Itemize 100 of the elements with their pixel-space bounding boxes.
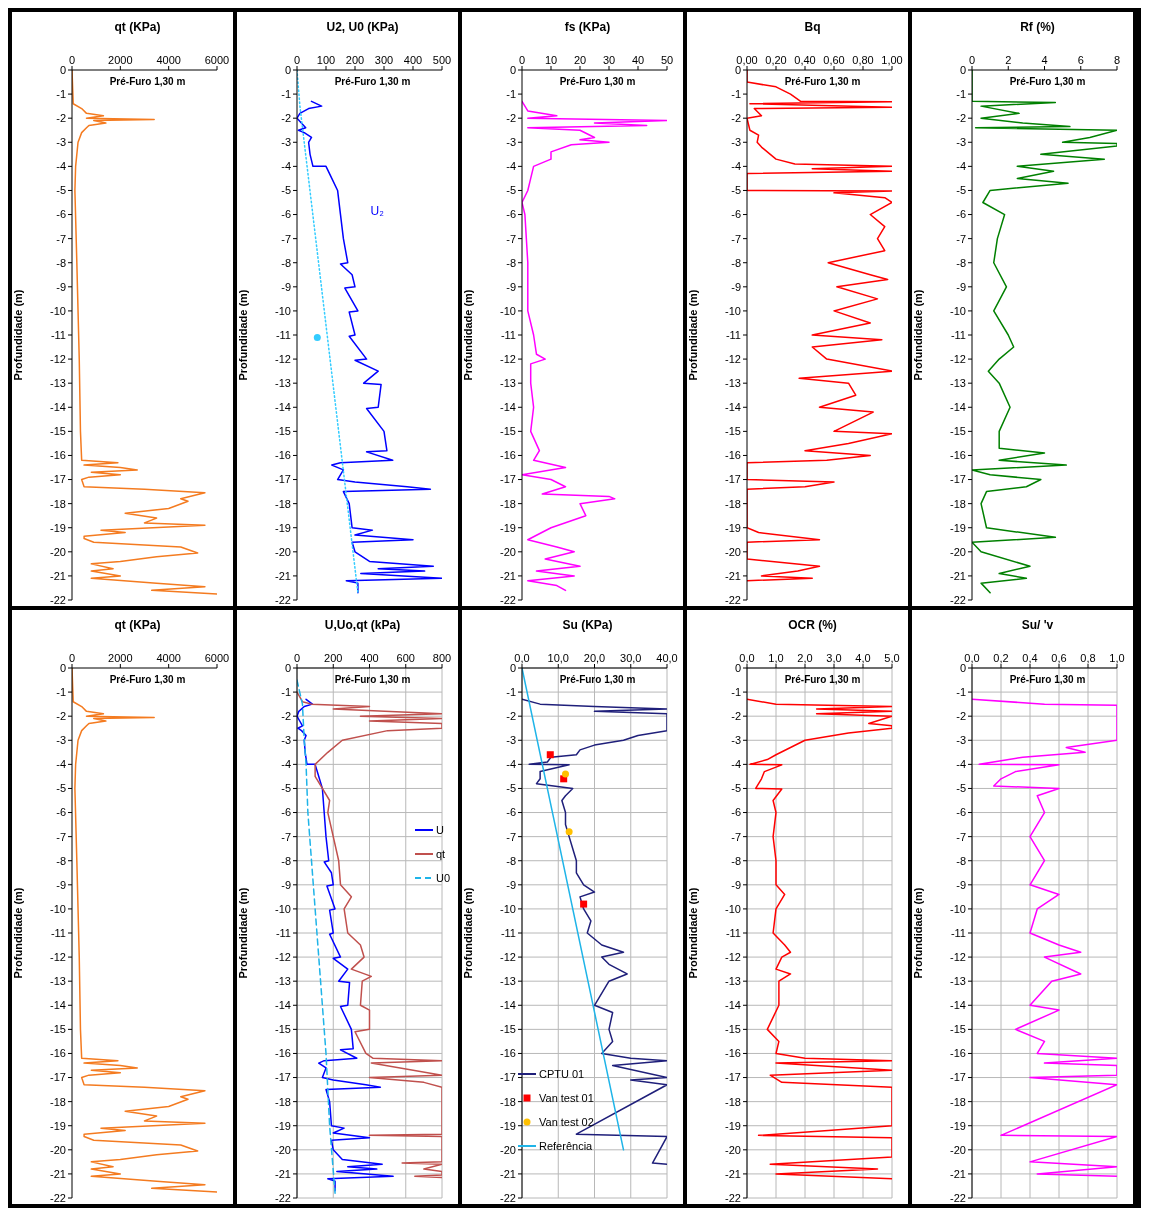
y-tick-label: -10 (950, 304, 966, 317)
y-tick-label: -20 (725, 1143, 741, 1156)
x-tick-label: 0,0 (514, 652, 530, 664)
y-tick-label: -10 (500, 902, 516, 915)
y-axis-title: Profundidade (m) (461, 887, 474, 979)
x-tick-label: 2 (1005, 54, 1012, 66)
chart-title: Su (KPa) (561, 617, 614, 634)
y-tick-label: -2 (281, 112, 291, 125)
y-tick-label: -13 (50, 377, 66, 390)
y-tick-label: -18 (500, 1095, 516, 1108)
y-tick-label: -1 (506, 686, 516, 698)
y-tick-label: -11 (725, 926, 741, 939)
y-tick-label: -1 (956, 88, 966, 100)
x-tick-label: 0 (293, 54, 301, 66)
x-tick-label: 0,2 (993, 652, 1009, 664)
x-tick-label: 8 (1113, 54, 1121, 66)
legend-label: Van test 01 (539, 1092, 594, 1104)
y-tick-label: -2 (56, 710, 66, 723)
x-tick-label: 300 (374, 54, 394, 66)
y-tick-label: -16 (275, 1047, 291, 1060)
y-tick-label: -7 (506, 830, 516, 843)
x-tick-label: 40,0 (656, 652, 678, 664)
x-tick-label: 0,4 (1022, 652, 1038, 664)
y-tick-label: -4 (731, 758, 741, 771)
y-axis-title: Profundidade (m) (11, 289, 24, 381)
y-tick-label: -13 (725, 975, 741, 988)
y-tick-label: -21 (500, 569, 516, 582)
y-tick-label: -7 (956, 232, 966, 245)
y-tick-label: -21 (275, 569, 291, 582)
y-tick-label: -19 (50, 521, 66, 534)
y-tick-label: -10 (500, 304, 516, 317)
y-tick-label: -16 (500, 449, 516, 462)
y-tick-label: -2 (506, 710, 516, 723)
x-tick-label: 1,0 (768, 652, 784, 664)
y-tick-label: -18 (50, 497, 66, 510)
chart-title: Rf (%) (1019, 19, 1056, 36)
x-tick-label: 20 (573, 54, 587, 66)
y-tick-label: -3 (56, 734, 66, 747)
annotation: Pré-Furo 1,30 m (558, 76, 637, 87)
y-tick-label: 0 (509, 63, 516, 76)
y-tick-label: 0 (59, 63, 66, 76)
y-tick-label: -22 (275, 593, 291, 606)
y-tick-label: -7 (956, 830, 966, 843)
y-tick-label: -12 (50, 951, 66, 963)
y-tick-label: -14 (500, 401, 516, 414)
y-tick-label: -20 (500, 545, 516, 558)
x-tick-label: 400 (360, 652, 379, 664)
y-tick-label: -2 (506, 112, 516, 125)
y-tick-label: -14 (725, 401, 741, 414)
y-tick-label: -15 (500, 1023, 516, 1036)
y-tick-label: -14 (50, 999, 66, 1012)
y-tick-label: -5 (956, 184, 966, 197)
x-tick-label: 0,8 (1080, 652, 1096, 664)
y-tick-label: -15 (275, 425, 291, 438)
x-tick-label: 3,0 (826, 652, 842, 664)
y-tick-label: -12 (950, 353, 966, 365)
annotation: Pré-Furo 1,30 m (333, 674, 412, 685)
line-series (747, 698, 892, 1180)
x-tick-label: 1,00 (881, 54, 903, 66)
x-tick-label: 0,80 (852, 54, 874, 66)
y-tick-label: -21 (950, 1167, 966, 1180)
y-tick-label: -3 (56, 136, 66, 149)
x-tick-label: 6000 (204, 652, 230, 664)
y-tick-label: -7 (506, 232, 516, 245)
x-tick-label: 4000 (156, 652, 181, 664)
legend-label: qt (435, 847, 446, 860)
y-tick-label: -15 (50, 425, 66, 438)
y-tick-label: 0 (734, 63, 741, 76)
y-axis-title: Profundidade (m) (11, 887, 24, 979)
x-tick-label: 4 (1041, 54, 1048, 66)
y-tick-label: -21 (50, 569, 66, 582)
y-tick-label: -21 (50, 1167, 66, 1180)
y-tick-label: -19 (950, 1119, 966, 1132)
y-tick-label: -15 (275, 1023, 291, 1036)
y-tick-label: -17 (275, 1071, 291, 1084)
y-tick-label: -4 (281, 758, 291, 771)
y-tick-label: -13 (275, 377, 291, 390)
y-tick-label: -22 (500, 593, 516, 606)
y-tick-label: -20 (950, 545, 966, 558)
y-axis-title: Profundidade (m) (461, 289, 474, 381)
y-axis-title: Profundidade (m) (236, 289, 249, 381)
y-tick-label: -11 (275, 926, 291, 939)
x-tick-label: 400 (403, 54, 423, 66)
y-tick-label: -14 (725, 999, 741, 1012)
y-tick-label: -3 (731, 734, 741, 747)
y-tick-label: -2 (956, 710, 966, 723)
y-axis-title: Profundidade (m) (686, 887, 699, 979)
y-tick-label: 0 (59, 661, 66, 674)
x-tick-label: 0,60 (823, 54, 845, 66)
y-tick-label: -4 (56, 160, 66, 173)
y-tick-label: -4 (956, 160, 966, 173)
y-tick-label: -1 (56, 686, 66, 698)
y-tick-label: -9 (731, 878, 741, 891)
y-tick-label: -1 (956, 686, 966, 698)
y-tick-label: -10 (275, 902, 291, 915)
x-tick-label: 6 (1077, 54, 1084, 66)
y-tick-label: -5 (506, 184, 516, 197)
chart-title: Su/ 'v (1020, 617, 1055, 634)
legend-label: U0 (435, 871, 450, 884)
chart-title: qt (KPa) (113, 19, 162, 36)
